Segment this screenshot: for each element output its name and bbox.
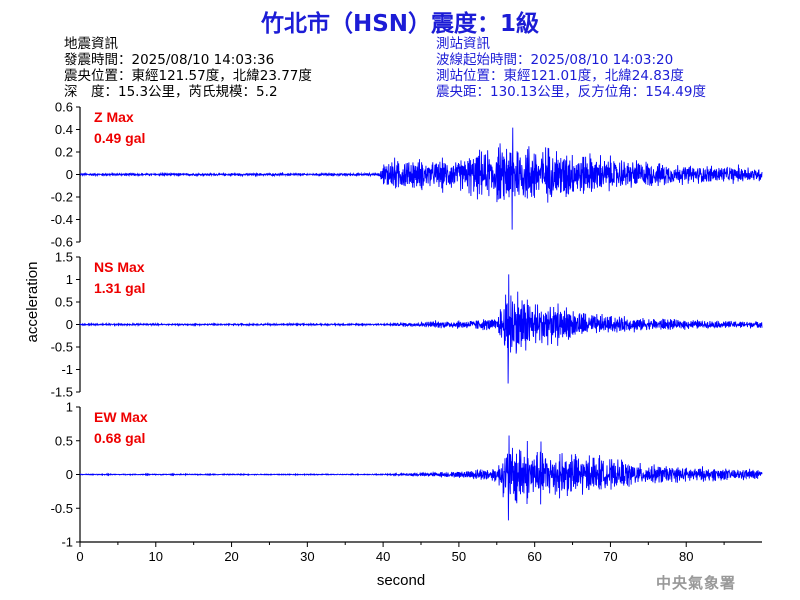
y-tick-label: 0.6 [55,100,73,115]
max-value-ew: 0.68 gal [94,430,145,446]
y-tick-label: 0.4 [55,122,73,137]
x-tick-label: 10 [149,549,163,564]
x-axis-title: second [377,572,425,589]
station-info-block: 測站資訊 波線起始時間：2025/08/10 14:03:20 測站位置：東經1… [436,36,706,100]
x-tick-label: 20 [224,549,238,564]
x-tick-label: 0 [76,549,83,564]
event-depth-magnitude: 深 度：15.3公里，芮氏規模：5.2 [64,84,278,100]
y-tick-label: -1.5 [51,385,73,400]
station-start-time: 波線起始時間：2025/08/10 14:03:20 [436,52,674,68]
max-label-ns: NS Max [94,259,145,275]
event-info-block: 地震資訊 發震時間：2025/08/10 14:03:36 震央位置：東經121… [64,36,312,100]
station-distance-azimuth: 震央距：130.13公里，反方位角：154.49度 [436,84,706,100]
event-epicenter: 震央位置：東經121.57度，北緯23.77度 [64,68,312,84]
y-axis-title: acceleration [24,262,41,343]
y-tick-label: 1 [66,272,73,287]
y-tick-label: -0.2 [51,190,73,205]
y-tick-label: 0 [66,467,73,482]
event-origin-time: 發震時間：2025/08/10 14:03:36 [64,52,275,68]
y-tick-label: -0.6 [51,235,73,250]
y-tick-label: 0.5 [55,433,73,448]
agency-label: 中央氣象署 [656,574,737,592]
x-tick-label: 50 [452,549,466,564]
page-title: 竹北市（HSN）震度：1級 [260,11,540,37]
y-tick-label: -0.4 [51,212,73,227]
max-label-z: Z Max [94,109,134,125]
max-value-z: 0.49 gal [94,130,145,146]
max-label-ew: EW Max [94,409,148,425]
y-tick-label: 0.2 [55,145,73,160]
event-info-heading: 地震資訊 [64,36,118,52]
y-tick-label: 0 [66,317,73,332]
station-location: 測站位置：東經121.01度，北緯24.83度 [436,68,684,84]
waveform-ew [79,435,763,521]
x-tick-label: 70 [603,549,617,564]
x-tick-label: 80 [679,549,693,564]
y-tick-label: 1.5 [55,250,73,265]
x-tick-label: 60 [527,549,541,564]
y-tick-label: -1 [61,535,73,550]
y-tick-label: -1 [61,362,73,377]
max-value-ns: 1.31 gal [94,280,145,296]
y-tick-label: -0.5 [51,340,73,355]
y-tick-label: 1 [66,400,73,415]
waveform-ns [79,274,763,384]
station-info-heading: 測站資訊 [436,36,490,52]
waveform-z [80,127,763,230]
y-tick-label: 0.5 [55,295,73,310]
y-tick-label: -0.5 [51,501,73,516]
y-tick-label: 0 [66,167,73,182]
x-tick-label: 30 [300,549,314,564]
x-tick-label: 40 [376,549,390,564]
